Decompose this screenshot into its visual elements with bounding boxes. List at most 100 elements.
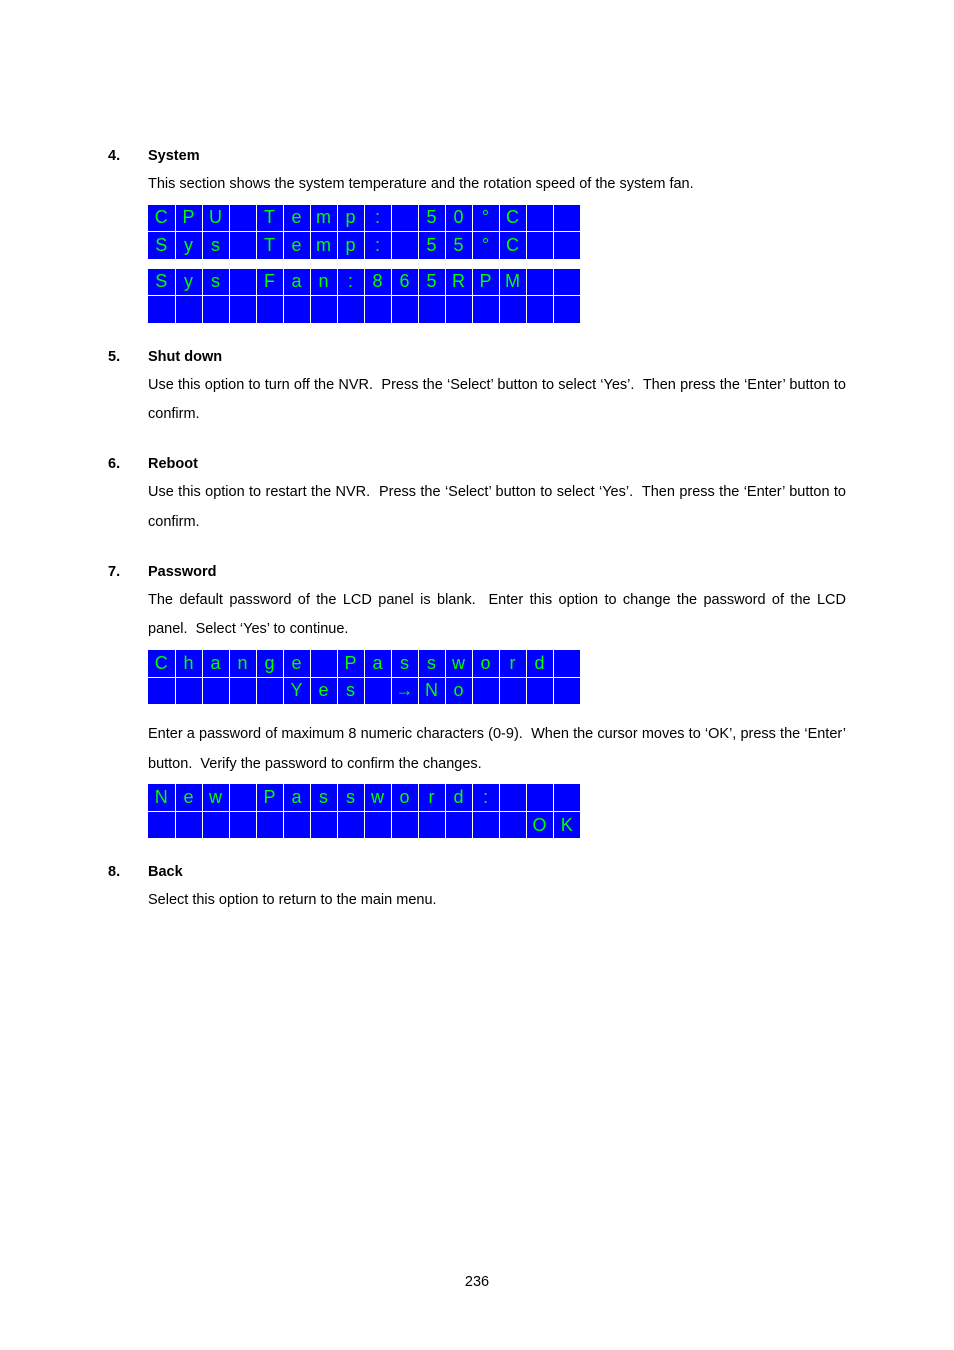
lcd-cell: N (148, 784, 175, 811)
section-number: 5. (108, 349, 148, 365)
lcd-cell: T (256, 205, 283, 232)
lcd-cell: 5 (445, 232, 472, 259)
section-title: Password (148, 564, 217, 580)
lcd-cell: 6 (391, 269, 418, 296)
lcd-cell: : (472, 784, 499, 811)
lcd-cell: : (337, 269, 364, 296)
section-reboot: 6. Reboot Use this option to restart the… (108, 456, 846, 537)
lcd-cell: e (283, 205, 310, 232)
lcd-cell: 5 (418, 269, 445, 296)
lcd-cell (175, 296, 202, 323)
lcd-cell (391, 232, 418, 259)
lcd-cell (553, 232, 580, 259)
lcd-cell: o (391, 784, 418, 811)
lcd-cell: P (256, 784, 283, 811)
lcd-cell (202, 677, 229, 704)
lcd-cell (283, 811, 310, 838)
lcd-cell: e (283, 650, 310, 677)
lcd-cell (553, 784, 580, 811)
lcd-cell: s (337, 784, 364, 811)
lcd-table: N e w P a s s w o r d : (148, 784, 580, 838)
lcd-cell: 5 (418, 232, 445, 259)
lcd-cell (499, 811, 526, 838)
lcd-row (148, 296, 580, 323)
lcd-cell (229, 296, 256, 323)
lcd-cell: 5 (418, 205, 445, 232)
lcd-cell (148, 296, 175, 323)
lcd-cell: y (175, 232, 202, 259)
lcd-cell: T (256, 232, 283, 259)
lcd-cell (364, 811, 391, 838)
lcd-row: S y s F a n : 8 6 5 R P M (148, 269, 580, 296)
lcd-cell (472, 677, 499, 704)
section-system: 4. System This section shows the system … (108, 148, 846, 323)
lcd-cell (391, 296, 418, 323)
lcd-cell (499, 296, 526, 323)
lcd-sys-fan: S y s F a n : 8 6 5 R P M (148, 269, 846, 323)
section-heading: 6. Reboot (108, 456, 846, 472)
lcd-cell: ° (472, 205, 499, 232)
lcd-cell: P (472, 269, 499, 296)
lcd-cell (148, 811, 175, 838)
section-body: The default password of the LCD panel is… (148, 586, 846, 645)
lcd-cell: s (202, 232, 229, 259)
lcd-cell: M (499, 269, 526, 296)
lcd-cell (364, 296, 391, 323)
lcd-cell (229, 784, 256, 811)
section-title: System (148, 148, 200, 164)
lcd-cell (391, 811, 418, 838)
lcd-cell (499, 784, 526, 811)
lcd-cell: o (445, 677, 472, 704)
section-title: Reboot (148, 456, 198, 472)
lcd-cell: U (202, 205, 229, 232)
lcd-cell: P (175, 205, 202, 232)
lcd-row: S y s T e m p : 5 5 ° C (148, 232, 580, 259)
lcd-cell: p (337, 205, 364, 232)
lcd-cell (364, 677, 391, 704)
lcd-cell: n (310, 269, 337, 296)
lcd-cell: C (148, 205, 175, 232)
lcd-cell: e (310, 677, 337, 704)
lcd-cell (175, 811, 202, 838)
lcd-cell: C (499, 232, 526, 259)
lcd-cpu-sys-temp: C P U T e m p : 5 0 ° C S y s (148, 205, 846, 259)
lcd-cell (445, 296, 472, 323)
lcd-row: N e w P a s s w o r d : (148, 784, 580, 811)
section-number: 8. (108, 864, 148, 880)
lcd-cell (337, 811, 364, 838)
lcd-cell: C (499, 205, 526, 232)
lcd-cell: a (202, 650, 229, 677)
lcd-cell: C (148, 650, 175, 677)
lcd-cell: R (445, 269, 472, 296)
section-number: 7. (108, 564, 148, 580)
lcd-row: C P U T e m p : 5 0 ° C (148, 205, 580, 232)
lcd-cell (229, 811, 256, 838)
lcd-cell: : (364, 232, 391, 259)
lcd-cell (337, 296, 364, 323)
lcd-cell (310, 650, 337, 677)
lcd-cell (526, 205, 553, 232)
lcd-cell (526, 232, 553, 259)
lcd-cell (418, 296, 445, 323)
lcd-cell (553, 296, 580, 323)
section-body: This section shows the system temperatur… (148, 170, 846, 200)
lcd-cell (553, 205, 580, 232)
lcd-cell: o (472, 650, 499, 677)
page-number: 236 (0, 1274, 954, 1290)
section-body: Use this option to restart the NVR. Pres… (148, 478, 846, 537)
lcd-cell (229, 232, 256, 259)
section-password: 7. Password The default password of the … (108, 564, 846, 839)
lcd-cell (148, 677, 175, 704)
section-heading: 5. Shut down (108, 349, 846, 365)
lcd-cell (526, 784, 553, 811)
lcd-cell: : (364, 205, 391, 232)
lcd-cell (472, 811, 499, 838)
lcd-cell: w (364, 784, 391, 811)
lcd-cell: S (148, 232, 175, 259)
lcd-table: C P U T e m p : 5 0 ° C S y s (148, 205, 580, 259)
lcd-cell (526, 677, 553, 704)
lcd-cell: e (283, 232, 310, 259)
section-heading: 7. Password (108, 564, 846, 580)
lcd-row: O K (148, 811, 580, 838)
lcd-cell: m (310, 205, 337, 232)
